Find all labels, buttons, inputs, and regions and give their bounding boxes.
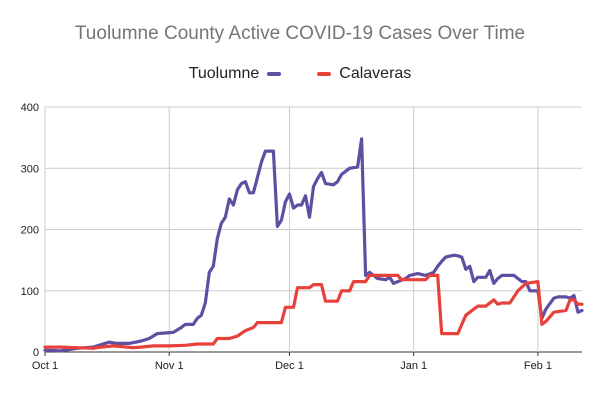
legend-label-calaveras: Calaveras <box>339 65 412 82</box>
legend-swatch-tuolumne <box>267 72 282 76</box>
grid-lines <box>44 106 582 356</box>
y-tick-label: 0 <box>33 347 39 359</box>
y-tick-label: 200 <box>21 225 39 237</box>
y-tick-label: 400 <box>21 102 39 114</box>
x-tick-label: Dec 1 <box>275 360 304 372</box>
legend-item-tuolumne: Tuolumne <box>189 65 290 83</box>
series-line-calaveras <box>43 273 584 350</box>
y-tick-label: 100 <box>21 286 39 298</box>
series-line-tuolumne <box>43 137 584 353</box>
legend-item-calaveras: Calaveras <box>309 65 411 83</box>
x-tick-label: Oct 1 <box>32 360 58 372</box>
legend-swatch-calaveras <box>317 72 332 76</box>
axis-labels: 0 100 200 300 400 Oct 1 Nov 1 Dec 1 Jan 1 Feb 1 <box>21 102 552 372</box>
x-tick-label: Feb 1 <box>524 360 552 372</box>
legend-label-tuolumne: Tuolumne <box>188 65 260 82</box>
legend: Tuolumne Calaveras <box>0 65 600 83</box>
y-tick-label: 300 <box>21 163 39 175</box>
x-tick-label: Jan 1 <box>400 360 427 372</box>
series-lines <box>43 137 584 353</box>
chart-title: Tuolumne County Active COVID-19 Cases Ov… <box>74 23 526 44</box>
x-tick-label: Nov 1 <box>155 360 184 372</box>
